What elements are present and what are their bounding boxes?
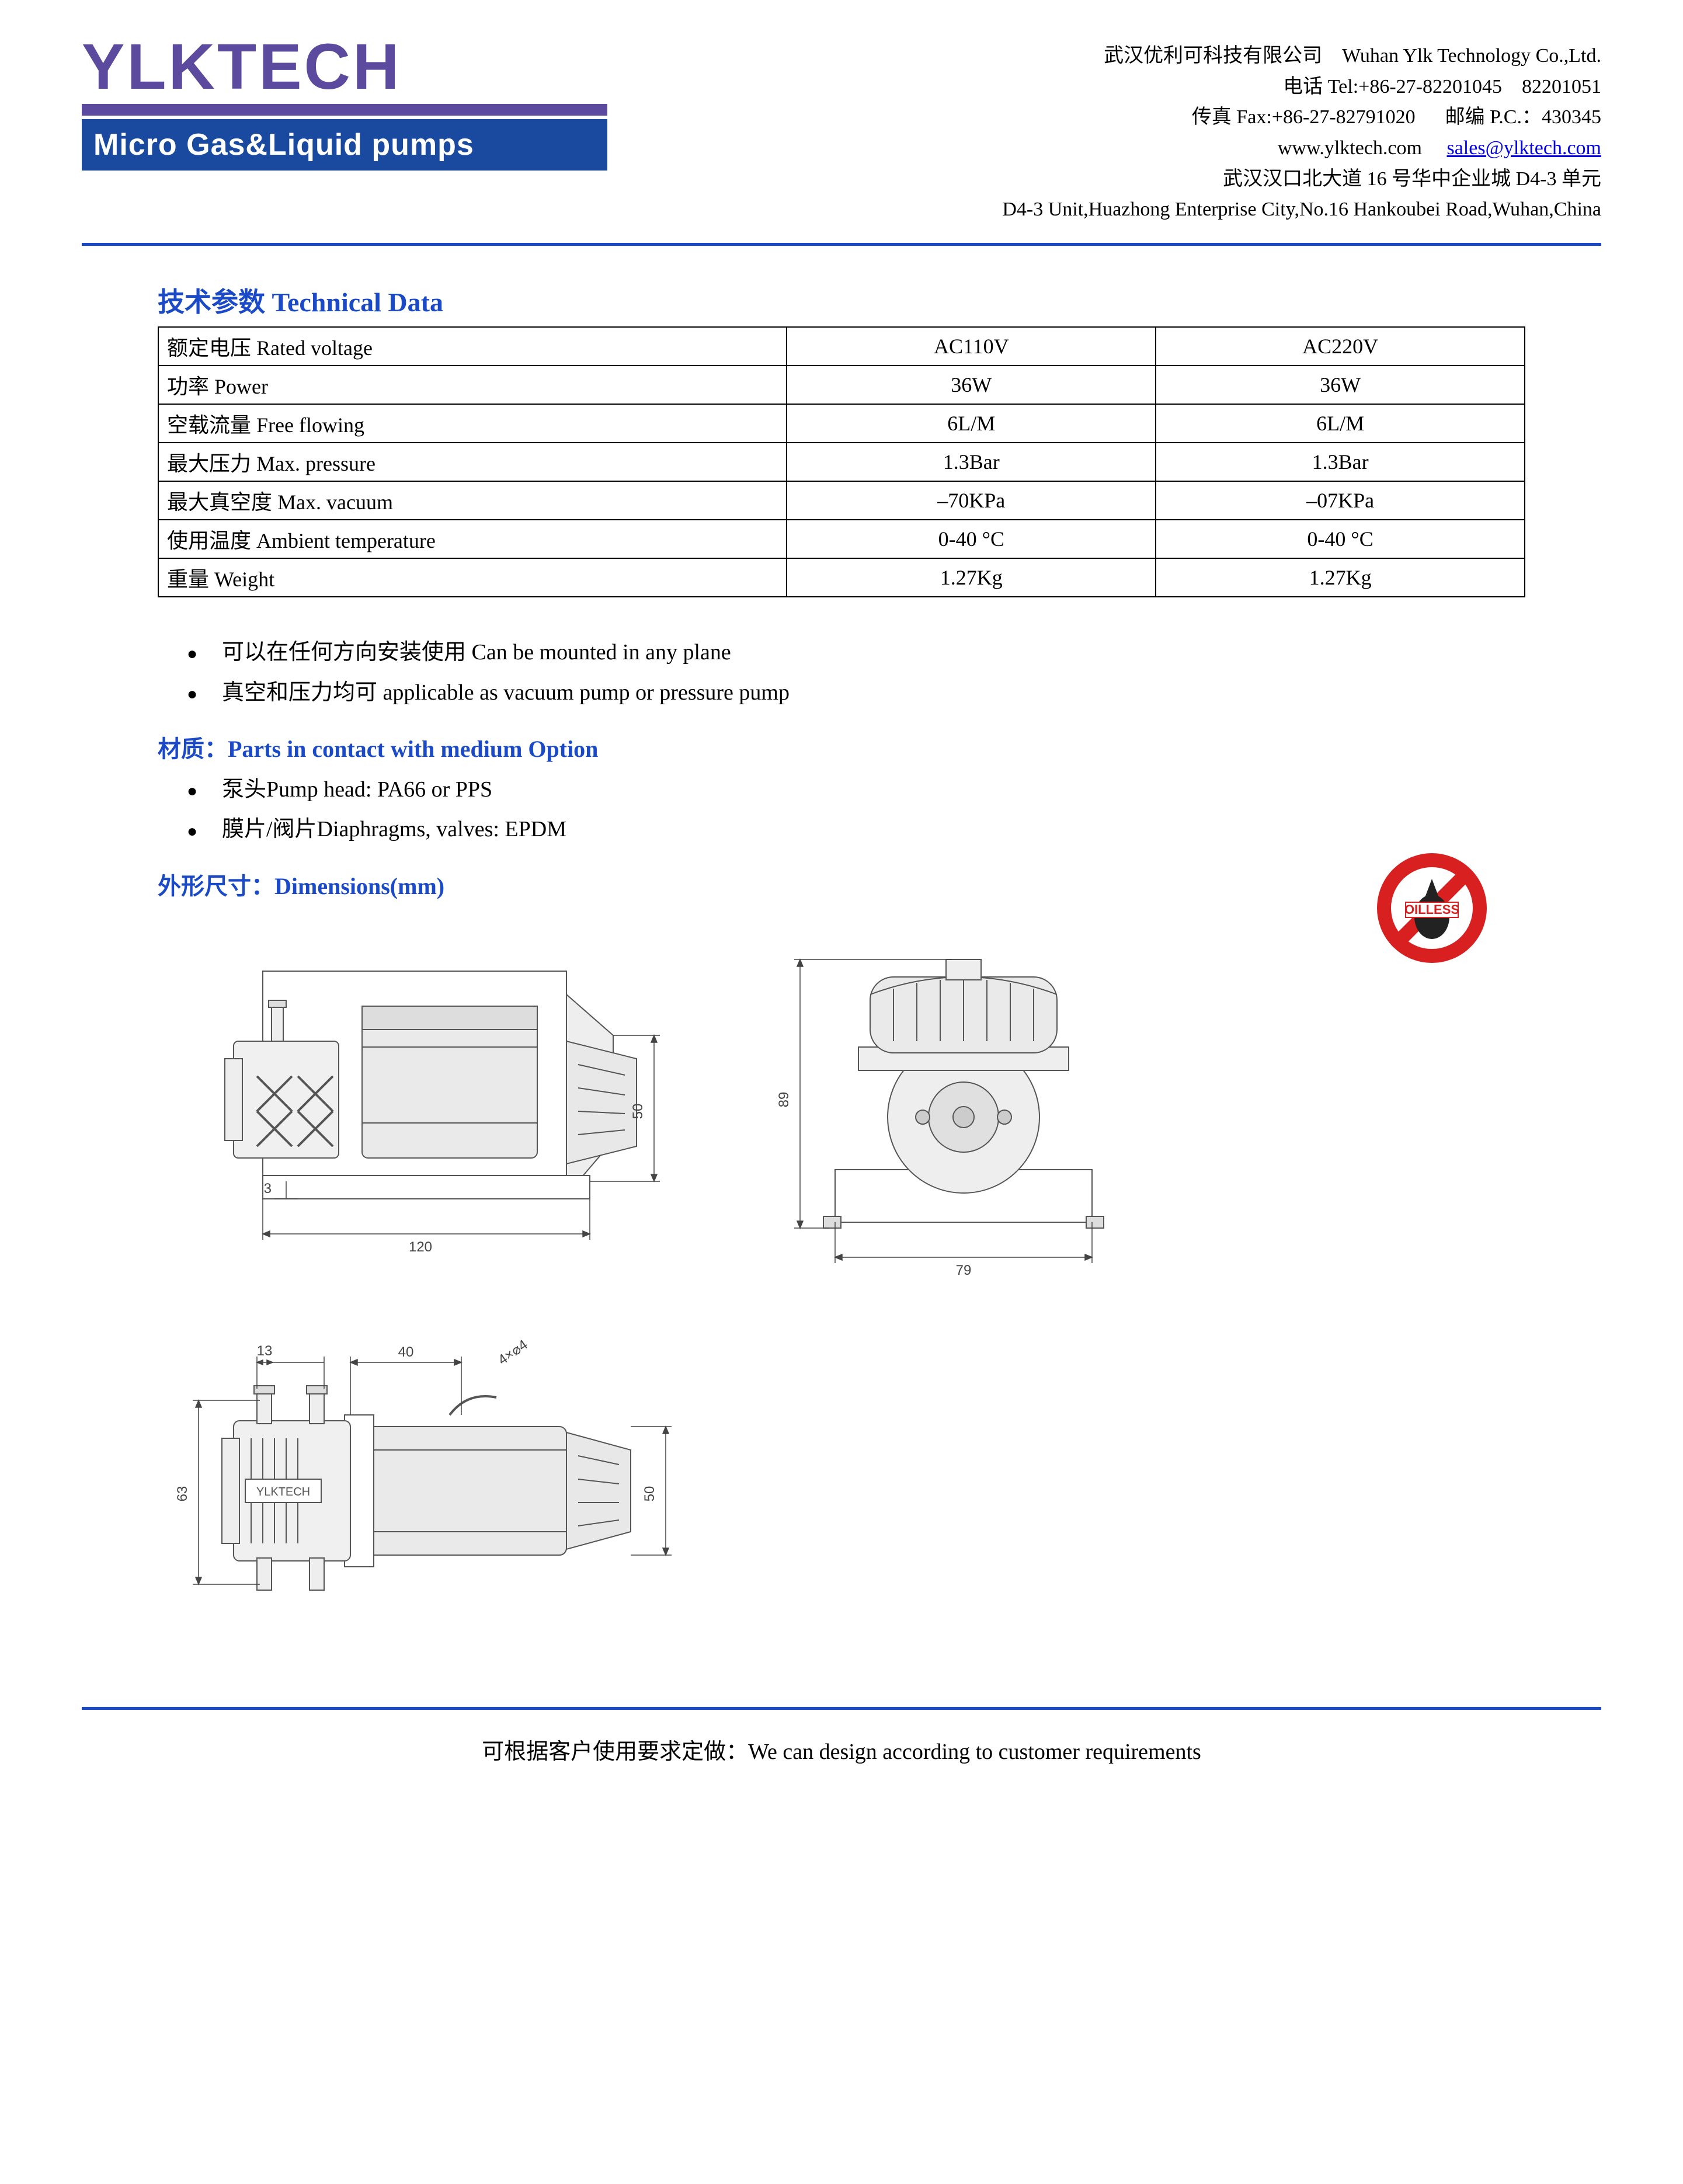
table-row: 使用温度 Ambient temperature0-40 °C0-40 °C [158,520,1525,558]
parts-list: 泵头Pump head: PA66 or PPS膜片/阀片Diaphragms,… [187,770,1525,850]
page-header: YLKTECH Micro Gas&Liquid pumps 武汉优利可科技有限… [82,35,1601,225]
logo-tagline-box: Micro Gas&Liquid pumps [82,119,607,171]
pc: 430345 [1542,106,1601,128]
spec-col2: –07KPa [1156,481,1525,520]
header-rule [82,243,1601,246]
spec-col1: –70KPa [787,481,1156,520]
tel1: +86-27-82201045 [1358,76,1502,98]
parts-item: 膜片/阀片Diaphragms, valves: EPDM [187,809,1525,849]
logo-tagline: Micro Gas&Liquid pumps [93,128,474,162]
footer-text: 可根据客户使用要求定做：We can design according to c… [82,1733,1601,1765]
parts-item: 泵头Pump head: PA66 or PPS [187,770,1525,809]
logo-underline [82,104,607,116]
spec-col1: 1.27Kg [787,558,1156,597]
spec-col1: 36W [787,366,1156,404]
pc-label: 邮编 P.C.： [1445,106,1542,128]
dim-50: 50 [630,1103,646,1119]
table-row: 重量 Weight1.27Kg1.27Kg [158,558,1525,597]
spec-col1: 1.3Bar [787,443,1156,481]
spec-col2: 1.27Kg [1156,558,1525,597]
spec-label: 功率 Power [158,366,787,404]
technical-data-title: 技术参数 Technical Data [158,281,1525,319]
company-en: Wuhan Ylk Technology Co.,Ltd. [1342,45,1601,67]
dim-40: 40 [398,1344,414,1360]
fax: +86-27-82791020 [1272,106,1416,128]
dim-89: 89 [776,1091,792,1107]
spec-label: 最大真空度 Max. vacuum [158,481,787,520]
dim-50b: 50 [642,1486,658,1501]
dim-120: 120 [409,1239,432,1255]
spec-col2: 36W [1156,366,1525,404]
features-list: 可以在任何方向安装使用 Can be mounted in any plane真… [187,632,1525,712]
table-row: 最大压力 Max. pressure1.3Bar1.3Bar [158,443,1525,481]
parts-title: 材质：Parts in contact with medium Option [158,730,1525,764]
spec-col1: 0-40 °C [787,520,1156,558]
spec-label: 使用温度 Ambient temperature [158,520,787,558]
spec-label: 额定电压 Rated voltage [158,327,787,366]
logo-block: YLKTECH Micro Gas&Liquid pumps [82,35,607,171]
website[interactable]: www.ylktech.com [1278,137,1422,159]
logo-brand: YLKTECH [82,35,607,99]
spec-col2: AC220V [1156,327,1525,366]
spec-label: 最大压力 Max. pressure [158,443,787,481]
technical-data-table: 额定电压 Rated voltageAC110VAC220V功率 Power36… [158,326,1525,597]
drawings-container: 120 50 3 [158,924,1525,1637]
spec-label: 空载流量 Free flowing [158,404,787,443]
spec-col2: 1.3Bar [1156,443,1525,481]
email-link[interactable]: sales@ylktech.com [1446,137,1601,159]
feature-item: 可以在任何方向安装使用 Can be mounted in any plane [187,632,1525,672]
drawing-front-view: 89 79 [742,924,1185,1286]
dim-3: 3 [264,1181,272,1197]
drawing-top-view: YLKTECH 13 40 4×⌀4 [158,1333,695,1637]
company-cn: 武汉优利可科技有限公司 [1104,45,1322,67]
spec-col2: 0-40 °C [1156,520,1525,558]
dim-63: 63 [175,1486,190,1501]
contact-block: 武汉优利可科技有限公司 Wuhan Ylk Technology Co.,Ltd… [1002,35,1601,225]
dim-13: 13 [257,1343,273,1359]
tel2: 82201051 [1522,76,1601,98]
oilless-badge: OILLESS [1373,850,1490,971]
footer-rule [82,1707,1601,1710]
dim-screw: 4×⌀4 [495,1337,531,1368]
address-cn: 武汉汉口北大道 16 号华中企业城 D4-3 单元 [1002,164,1601,195]
spec-label: 重量 Weight [158,558,787,597]
drawing-side-view: 120 50 3 [158,924,672,1286]
drawing-brand-label: YLKTECH [256,1486,310,1498]
content-area: 技术参数 Technical Data 额定电压 Rated voltageAC… [82,281,1601,1637]
table-row: 最大真空度 Max. vacuum–70KPa–07KPa [158,481,1525,520]
feature-item: 真空和压力均可 applicable as vacuum pump or pre… [187,673,1525,712]
table-row: 功率 Power36W36W [158,366,1525,404]
table-row: 空载流量 Free flowing6L/M6L/M [158,404,1525,443]
table-row: 额定电压 Rated voltageAC110VAC220V [158,327,1525,366]
spec-col1: 6L/M [787,404,1156,443]
oilless-text: OILLESS [1404,902,1459,917]
spec-col1: AC110V [787,327,1156,366]
dimensions-title: 外形尺寸：Dimensions(mm) [158,867,1525,901]
dim-79: 79 [956,1263,972,1278]
address-en: D4-3 Unit,Huazhong Enterprise City,No.16… [1002,194,1601,225]
tel-label: 电话 Tel: [1283,76,1358,98]
spec-col2: 6L/M [1156,404,1525,443]
fax-label: 传真 Fax: [1192,106,1272,128]
